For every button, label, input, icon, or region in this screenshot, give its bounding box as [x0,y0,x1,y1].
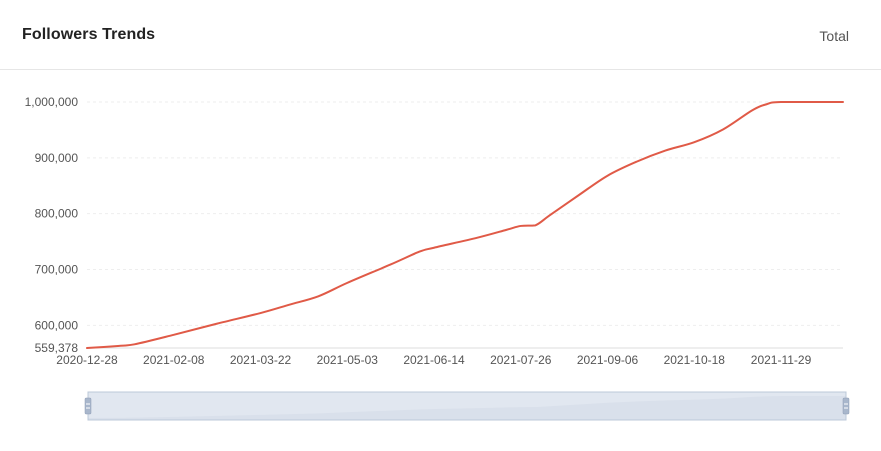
zoom-selection-window[interactable] [87,391,847,421]
x-tick-label: 2021-09-06 [577,353,639,367]
x-tick-label: 2021-10-18 [664,353,726,367]
card-header: Followers Trends Total [0,0,881,70]
y-tick-label: 600,000 [35,318,79,332]
chart-title: Followers Trends [22,26,156,43]
x-tick-label: 2021-11-29 [751,353,812,367]
x-tick-label: 2021-07-26 [490,353,552,367]
y-tick-label: 800,000 [35,207,79,221]
x-tick-label: 2021-02-08 [143,353,205,367]
x-tick-label: 2021-05-03 [317,353,379,367]
y-tick-label: 900,000 [35,151,79,165]
x-tick-label: 2021-06-14 [403,353,465,367]
zoom-end-handle[interactable] [842,397,850,415]
x-tick-label: 2020-12-28 [56,353,118,367]
x-tick-label: 2021-03-22 [230,353,292,367]
y-tick-label: 700,000 [35,262,79,276]
y-tick-label: 559,378 [35,341,79,355]
range-selector[interactable]: Total [819,28,849,44]
zoom-start-handle[interactable] [84,397,92,415]
y-tick-label: 1,000,000 [25,95,79,109]
followers-series-line [86,101,844,349]
